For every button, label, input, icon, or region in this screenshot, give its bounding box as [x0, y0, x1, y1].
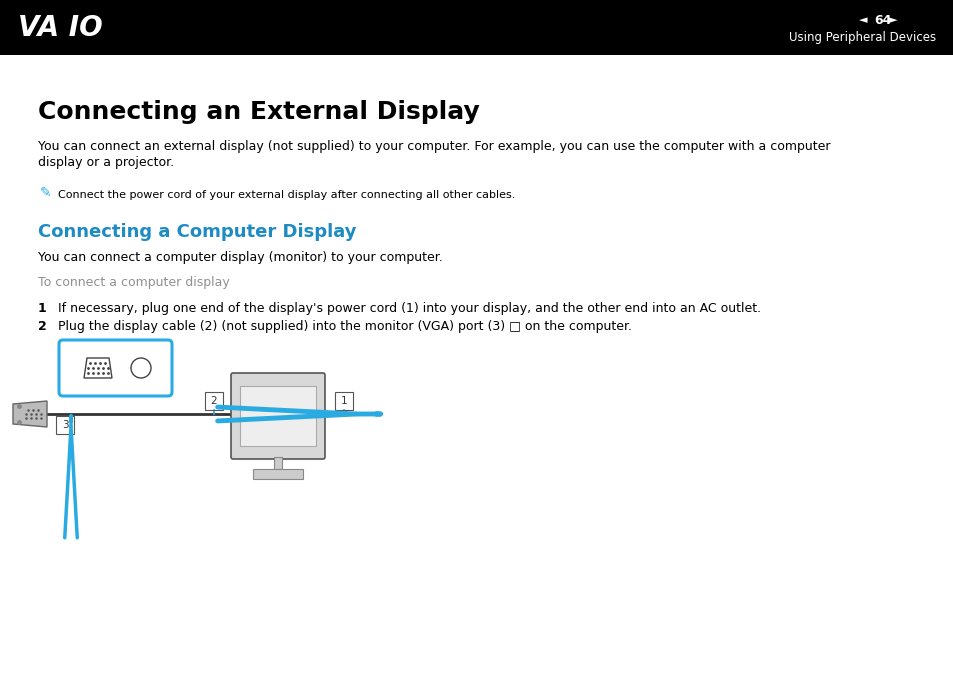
- Text: 2: 2: [38, 320, 47, 333]
- Text: To connect a computer display: To connect a computer display: [38, 276, 230, 289]
- Text: ◄: ◄: [858, 15, 866, 25]
- Bar: [274, 457, 282, 469]
- Text: 1: 1: [38, 302, 47, 315]
- Text: Connecting an External Display: Connecting an External Display: [38, 100, 479, 124]
- Text: display or a projector.: display or a projector.: [38, 156, 174, 169]
- Text: Connect the power cord of your external display after connecting all other cable: Connect the power cord of your external …: [58, 190, 515, 200]
- Text: Plug the display cable (2) (not supplied) into the monitor (VGA) port (3) □ on t: Plug the display cable (2) (not supplied…: [58, 320, 631, 333]
- Text: ►: ►: [888, 15, 897, 25]
- Text: Connecting a Computer Display: Connecting a Computer Display: [38, 223, 356, 241]
- FancyBboxPatch shape: [59, 340, 172, 396]
- Text: 1: 1: [340, 396, 347, 406]
- Bar: [253, 469, 303, 479]
- Bar: [0, 0, 953, 55]
- Text: You can connect an external display (not supplied) to your computer. For example: You can connect an external display (not…: [38, 140, 830, 153]
- Text: 3: 3: [62, 420, 69, 430]
- Bar: [205, 392, 223, 410]
- Text: VA IO: VA IO: [18, 13, 103, 42]
- Bar: [56, 416, 74, 434]
- Bar: [240, 386, 315, 446]
- Text: ✎: ✎: [40, 186, 51, 200]
- Text: Using Peripheral Devices: Using Peripheral Devices: [788, 32, 935, 44]
- Bar: [335, 392, 353, 410]
- Text: If necessary, plug one end of the display's power cord (1) into your display, an: If necessary, plug one end of the displa…: [58, 302, 760, 315]
- FancyBboxPatch shape: [231, 373, 325, 459]
- Text: 64: 64: [873, 13, 890, 26]
- Text: 2: 2: [211, 396, 217, 406]
- Text: You can connect a computer display (monitor) to your computer.: You can connect a computer display (moni…: [38, 251, 442, 264]
- Polygon shape: [13, 401, 47, 427]
